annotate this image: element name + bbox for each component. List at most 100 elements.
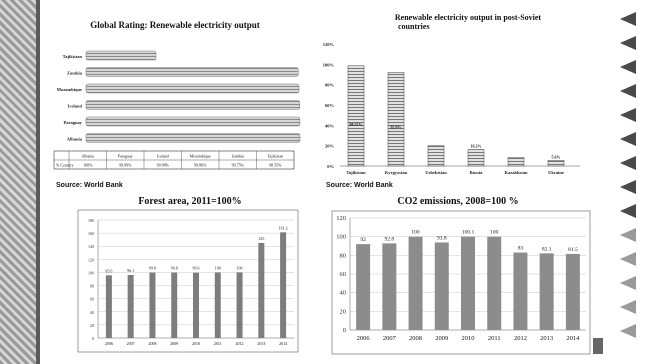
y-tick-label: 120 xyxy=(336,215,346,222)
y-tick-label: 20% xyxy=(325,144,335,149)
x-tick-label: 2014 xyxy=(566,335,580,342)
chart-renewable-global: Global Rating: Renewable electricity out… xyxy=(40,4,310,182)
chart-forest-area-svg: Forest area, 2011=100% 0 20 40 60 80 100 120 140… xyxy=(77,196,299,353)
bar xyxy=(280,232,287,338)
data-label: 98.55% xyxy=(350,122,363,127)
y-tick-label: 160 xyxy=(88,231,94,236)
data-label: 82.1 xyxy=(542,246,552,252)
bar xyxy=(513,252,528,330)
data-label: 95.6 xyxy=(105,268,112,273)
table-value-cell: 99.99% xyxy=(119,163,132,168)
chart-renewable-post-soviet: Renewable electricity output in post-Sov… xyxy=(318,4,598,182)
y-tick-label: 80 xyxy=(340,252,347,259)
y-tick-label: 40% xyxy=(325,123,335,128)
table-value-cell: 99.75% xyxy=(232,163,245,168)
bar xyxy=(387,72,405,167)
x-tick-label: 2014 xyxy=(279,341,287,346)
decorative-chevron xyxy=(620,84,636,98)
bar xyxy=(193,272,199,338)
bar xyxy=(85,133,301,143)
y-tick-label: 120 xyxy=(88,257,94,262)
decorative-chevron xyxy=(620,300,636,314)
x-tick-label: 2011 xyxy=(488,335,501,342)
x-tick-label: Tajikistan xyxy=(346,170,366,175)
chart-title: Global Rating: Renewable electricity out… xyxy=(90,20,259,30)
data-label: 99.8 xyxy=(149,266,156,271)
bar xyxy=(382,243,397,330)
table-header-cell: Mozambique xyxy=(190,154,211,159)
bar xyxy=(356,244,371,330)
y-tick-label: 40 xyxy=(340,290,347,297)
x-tick-label: 2012 xyxy=(236,341,244,346)
decorative-chevron xyxy=(620,228,636,242)
y-tick-label: 80 xyxy=(90,284,94,289)
bar xyxy=(461,236,475,330)
decorative-chevron xyxy=(620,108,636,122)
chart-co2-emissions: CO2 emissions, 2008=100 % 0 20 40 60 80 100 120… xyxy=(324,192,592,356)
y-tick-label: 0 xyxy=(343,327,346,334)
data-label: 16.2% xyxy=(471,144,482,149)
data-label: 145 xyxy=(258,236,264,241)
bar xyxy=(85,50,157,61)
decorative-chevron xyxy=(620,60,636,74)
data-label: 161.2 xyxy=(279,225,288,230)
y-tick-label: 60 xyxy=(90,297,94,302)
bar xyxy=(85,116,301,127)
bar xyxy=(408,236,423,330)
x-tick-label: 2013 xyxy=(540,335,553,342)
x-tick-label: 2008 xyxy=(148,341,156,346)
source-note-right: Source: World Bank xyxy=(326,182,393,189)
x-tick-label: Kyrgyzstan xyxy=(385,170,408,175)
bar xyxy=(347,65,365,167)
bar xyxy=(85,100,301,110)
chart-renewable-global-svg: Global Rating: Renewable electricity out… xyxy=(53,20,301,170)
y-tick-label: 100% xyxy=(323,62,335,67)
table-header-cell: Zambia xyxy=(232,154,244,159)
decorative-left-border xyxy=(0,0,36,364)
bar xyxy=(171,272,178,338)
chart-title: Forest area, 2011=100% xyxy=(138,196,241,207)
chart-title-line1: Renewable electricity output in post-Sov… xyxy=(395,13,542,22)
data-label: 5.6% xyxy=(552,154,561,159)
y-tick-label: 40 xyxy=(90,310,94,315)
x-tick-label: 2010 xyxy=(192,341,200,346)
y-tick-label: 0% xyxy=(327,164,334,169)
chart-forest-area: Forest area, 2011=100% 0 20 40 60 80 100 120 140… xyxy=(60,192,312,354)
decorative-chevron xyxy=(620,36,636,50)
left-border-divider xyxy=(36,0,40,364)
y-tick-label: 100 xyxy=(336,234,346,241)
table-header-cell: Paraguay xyxy=(118,154,133,159)
x-tick-label: 2010 xyxy=(462,335,475,342)
y-tick-label: 180 xyxy=(88,218,94,223)
bar xyxy=(467,149,485,167)
x-tick-label: 2008 xyxy=(409,335,422,342)
data-label: 81.5 xyxy=(568,247,578,253)
data-label: 100 xyxy=(215,265,221,270)
category-label: Mozambique xyxy=(57,87,82,92)
category-label: Albania xyxy=(67,137,83,142)
chart-co2-emissions-svg: CO2 emissions, 2008=100 % 0 20 40 60 80 100 120… xyxy=(331,196,591,355)
x-tick-label: 2013 xyxy=(257,341,265,346)
decorative-chevron xyxy=(620,132,636,146)
bar xyxy=(85,67,299,77)
table-value-cell: 98.55% xyxy=(269,163,282,168)
y-tick-label: 60 xyxy=(340,271,347,278)
bar xyxy=(434,242,449,330)
table-value-cell: 100% xyxy=(83,163,93,168)
table-header-cell: Iceland xyxy=(157,154,169,159)
bar xyxy=(85,83,300,94)
x-tick-label: 2012 xyxy=(514,335,527,342)
y-tick-label: 140 xyxy=(88,244,94,249)
table-value-cell: 99.86% xyxy=(194,163,207,168)
bar xyxy=(127,275,134,338)
x-tick-label: Kazakhstan xyxy=(504,170,528,175)
table-header-cell: Tajikistan xyxy=(267,154,283,159)
decorative-chevron xyxy=(620,204,636,218)
x-tick-label: 2007 xyxy=(383,335,397,342)
bar xyxy=(236,272,243,338)
category-label: Tajikistan xyxy=(63,54,83,59)
decorative-chevron xyxy=(620,12,636,26)
x-tick-label: 2011 xyxy=(214,341,222,346)
data-label: 100 xyxy=(237,265,243,270)
y-tick-label: 120% xyxy=(323,42,335,47)
